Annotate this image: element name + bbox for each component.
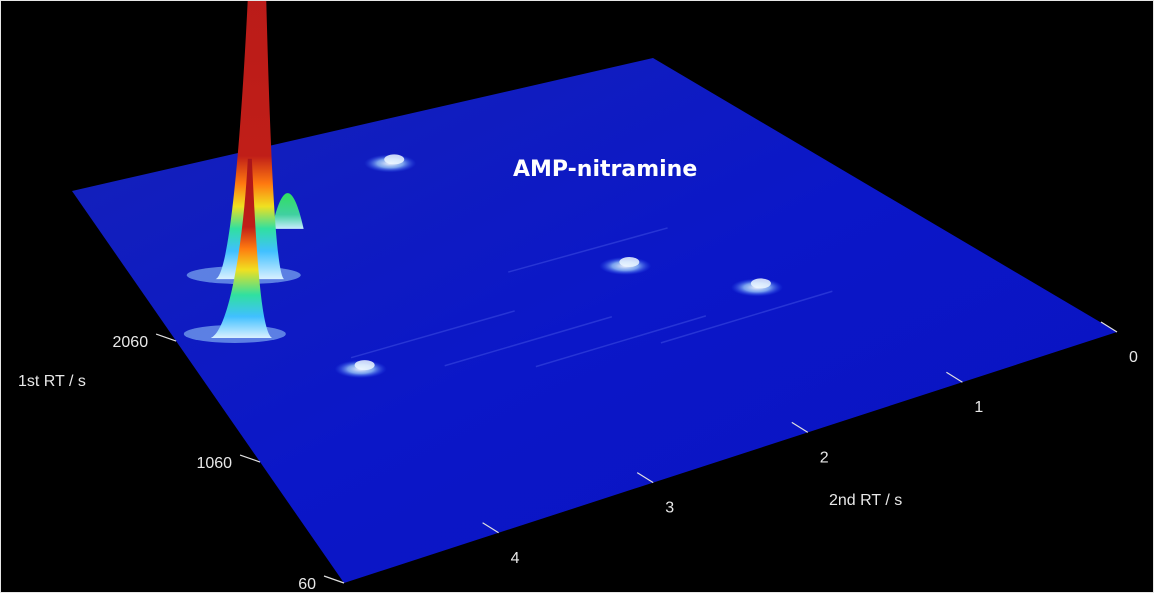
surface-plane [72, 58, 1117, 583]
peak-peak-2 [183, 158, 286, 343]
surface-streak [535, 315, 707, 368]
y-tick-label: 1060 [196, 455, 232, 472]
peak-annotation: AMP-nitramine [513, 157, 697, 182]
surface-streak [444, 316, 613, 367]
x-tick-mark [482, 522, 499, 534]
y-tick-mark [155, 333, 177, 342]
peak-peak-5 [599, 256, 652, 275]
x-axis-label: 2nd RT / s [829, 492, 902, 509]
x-tick-label: 2 [820, 449, 829, 466]
peak-blob-highlight [384, 154, 405, 165]
peak-peak-3 [271, 193, 304, 229]
peak-peak-6 [730, 278, 783, 297]
peak-body [271, 193, 304, 229]
x-tick-mark [791, 421, 809, 433]
surface-streak [660, 290, 833, 344]
peak-blob-highlight [619, 256, 640, 267]
peak-peak-7 [334, 360, 387, 379]
x-tick-label: 1 [974, 399, 983, 416]
x-tick-label: 0 [1129, 349, 1138, 366]
y-tick-mark [239, 454, 261, 463]
peak-blob-highlight [354, 360, 375, 371]
surface-streak [350, 310, 515, 359]
peaks [183, 0, 783, 379]
labels: 2nd RT / s 1st RT / s AMP-nitramine [18, 157, 902, 509]
x-tick-mark [946, 371, 963, 383]
y-axis-label: 1st RT / s [18, 373, 86, 390]
peak-blob-highlight [750, 278, 771, 289]
y-tick-mark [323, 575, 345, 584]
peak-peak-4 [364, 154, 417, 173]
y-tick-label: 2060 [113, 334, 149, 351]
x-tick-label: 3 [665, 500, 674, 517]
peak-body [210, 158, 273, 338]
x-tick-mark [636, 472, 654, 484]
y-tick-label: 60 [298, 576, 316, 593]
axes: 0 1 2 3 4 60 1060 2060 [113, 321, 1138, 593]
x-tick-label: 4 [511, 550, 520, 567]
surface-polygon [72, 58, 1117, 583]
surface-streak [508, 227, 668, 273]
x-tick-mark [1100, 321, 1118, 333]
peak-body [215, 0, 285, 280]
